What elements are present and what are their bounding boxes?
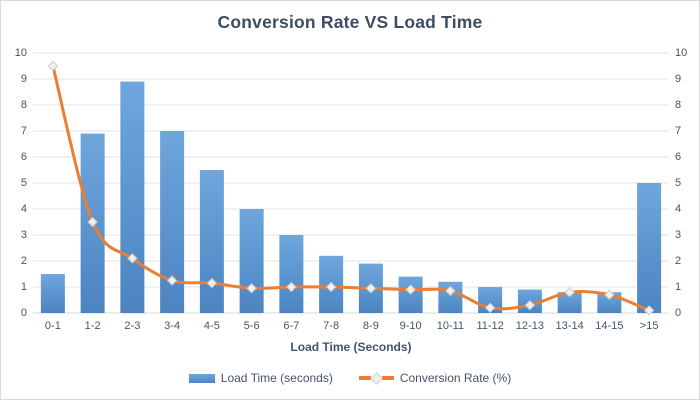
legend-label-conversion-rate: Conversion Rate (%) bbox=[399, 371, 512, 385]
y-tick-right-10: 10 bbox=[675, 47, 688, 59]
x-axis-title: Load Time (Seconds) bbox=[290, 340, 412, 354]
y-tick-right-2: 2 bbox=[675, 255, 682, 267]
marker-11-12 bbox=[484, 302, 496, 314]
x-tick-4-5: 4-5 bbox=[203, 320, 220, 332]
legend-label-load-time: Load Time (seconds) bbox=[220, 371, 333, 385]
y-tick-left-3: 3 bbox=[20, 229, 27, 241]
x-tick-13-14: 13-14 bbox=[555, 320, 584, 332]
marker-7-8 bbox=[325, 281, 337, 293]
marker-2-3 bbox=[127, 253, 138, 264]
marker->15 bbox=[643, 305, 655, 316]
x-tick-10-11: 10-11 bbox=[436, 320, 465, 332]
x-tick-8-9: 8-9 bbox=[362, 320, 379, 332]
y-tick-left-10: 10 bbox=[14, 47, 27, 59]
x-tick-1-2: 1-2 bbox=[84, 320, 101, 332]
y-tick-left-9: 9 bbox=[20, 73, 27, 85]
x-tick-12-13: 12-13 bbox=[515, 320, 544, 332]
y-tick-left-2: 2 bbox=[20, 255, 27, 267]
x-tick-2-3: 2-3 bbox=[124, 320, 141, 332]
y-tick-right-4: 4 bbox=[675, 203, 682, 215]
y-tick-right-6: 6 bbox=[675, 151, 682, 163]
y-tick-right-8: 8 bbox=[675, 99, 682, 111]
bar-5-6 bbox=[239, 209, 264, 313]
y-tick-left-7: 7 bbox=[20, 125, 27, 137]
x-tick->15: >15 bbox=[639, 320, 659, 332]
x-tick-11-12: 11-12 bbox=[476, 320, 504, 332]
bar-4-5 bbox=[199, 170, 224, 313]
bar->15 bbox=[637, 183, 662, 313]
bar-2-3 bbox=[120, 81, 145, 313]
x-tick-6-7: 6-7 bbox=[283, 320, 300, 332]
x-tick-7-8: 7-8 bbox=[323, 320, 340, 332]
bar-0-1 bbox=[40, 274, 65, 313]
marker-0-1 bbox=[47, 60, 59, 72]
y-tick-right-3: 3 bbox=[675, 229, 682, 241]
marker-9-10 bbox=[405, 284, 416, 295]
y-tick-left-0: 0 bbox=[20, 307, 27, 319]
marker-6-7 bbox=[286, 281, 297, 293]
marker-14-15 bbox=[604, 289, 615, 301]
legend: Load Time (seconds) Conversion Rate (%) bbox=[1, 371, 699, 385]
y-tick-left-1: 1 bbox=[20, 281, 27, 293]
x-tick-14-15: 14-15 bbox=[595, 320, 624, 332]
y-tick-left-8: 8 bbox=[20, 99, 27, 111]
marker-3-4 bbox=[166, 275, 178, 286]
line-series-swatch-icon bbox=[358, 371, 394, 385]
x-tick-5-6: 5-6 bbox=[243, 320, 260, 332]
y-tick-right-0: 0 bbox=[675, 307, 682, 319]
y-tick-left-6: 6 bbox=[20, 151, 27, 163]
y-tick-left-4: 4 bbox=[20, 203, 27, 215]
x-tick-0-1: 0-1 bbox=[44, 320, 61, 332]
y-tick-right-5: 5 bbox=[675, 177, 682, 189]
x-tick-9-10: 9-10 bbox=[399, 320, 422, 332]
marker-4-5 bbox=[206, 277, 218, 289]
marker-1-2 bbox=[87, 216, 98, 228]
legend-item-load-time[interactable]: Load Time (seconds) bbox=[188, 371, 333, 385]
bar-6-7 bbox=[279, 235, 304, 313]
x-tick-3-4: 3-4 bbox=[164, 320, 181, 332]
marker-10-11 bbox=[445, 285, 456, 297]
y-tick-left-5: 5 bbox=[20, 177, 27, 189]
bar-series-swatch-icon bbox=[188, 373, 215, 383]
chart-title: Conversion Rate VS Load Time bbox=[217, 12, 483, 32]
marker-12-13 bbox=[524, 299, 536, 311]
legend-item-conversion-rate[interactable]: Conversion Rate (%) bbox=[358, 371, 512, 385]
marker-13-14 bbox=[564, 286, 575, 298]
bar-13-14 bbox=[557, 292, 582, 313]
y-tick-right-1: 1 bbox=[675, 281, 682, 293]
marker-5-6 bbox=[246, 283, 257, 294]
marker-8-9 bbox=[365, 283, 377, 294]
y-tick-right-7: 7 bbox=[675, 125, 682, 137]
y-tick-right-9: 9 bbox=[675, 73, 682, 85]
